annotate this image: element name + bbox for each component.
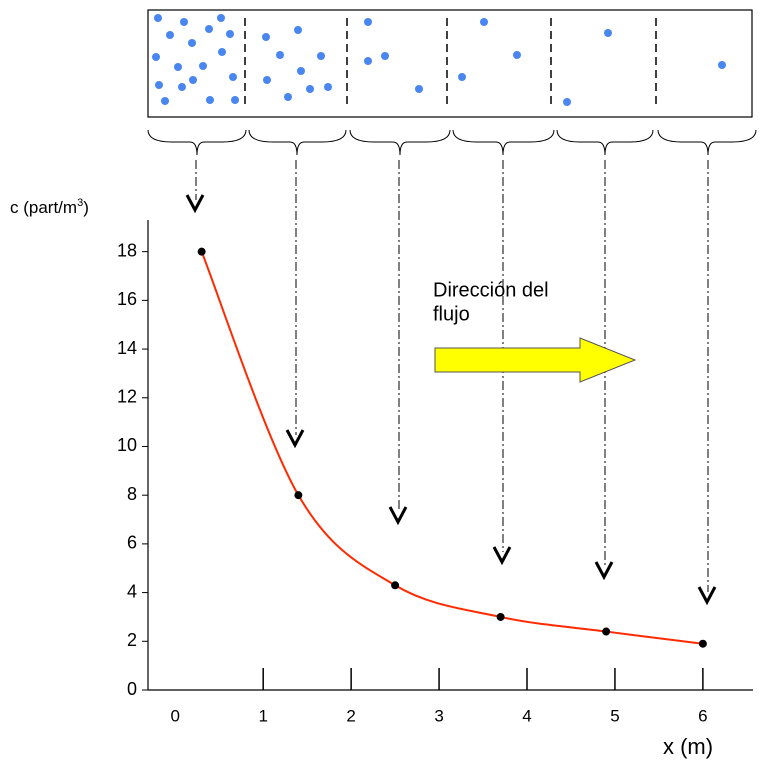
y-tick-label: 10: [117, 435, 137, 455]
x-tick-label: 4: [522, 706, 531, 725]
x-tick-label: 3: [434, 706, 443, 725]
x-tick-label: 1: [258, 706, 267, 725]
y-tick-label: 0: [127, 679, 137, 699]
annotation: flujo: [433, 303, 470, 325]
data-point: [197, 247, 206, 256]
particle-box: [147, 9, 753, 118]
data-point: [698, 639, 707, 648]
y-axis-label: c (part/m3): [10, 197, 89, 218]
y-tick-label: 8: [127, 484, 137, 504]
y-label-superscript: 3: [77, 197, 83, 209]
y-label-suffix: ): [83, 198, 89, 217]
y-label-text: c (part/m: [10, 198, 77, 217]
flow-arrow: [434, 337, 637, 383]
braces: [147, 129, 757, 156]
y-tick-label: 6: [127, 533, 137, 553]
data-point: [294, 491, 303, 500]
y-tick-label: 12: [117, 387, 137, 407]
particles: [152, 14, 726, 106]
x-tick-label: 6: [698, 706, 707, 725]
data-point: [496, 612, 505, 621]
data-point: [602, 627, 611, 636]
x-tick-label: 5: [610, 706, 619, 725]
y-tick-label: 16: [117, 289, 137, 309]
annotation: Dirección del: [433, 279, 549, 301]
y-tick-label: 2: [127, 630, 137, 650]
data-point: [391, 581, 400, 590]
y-tick-label: 18: [117, 240, 137, 260]
x-tick-label: 0: [171, 706, 180, 725]
y-tick-label: 14: [117, 338, 137, 358]
x-tick-label: 2: [346, 706, 355, 725]
y-tick-label: 4: [127, 581, 137, 601]
drop-arrows: [185, 160, 717, 606]
x-axis-label: x (m): [663, 734, 713, 759]
